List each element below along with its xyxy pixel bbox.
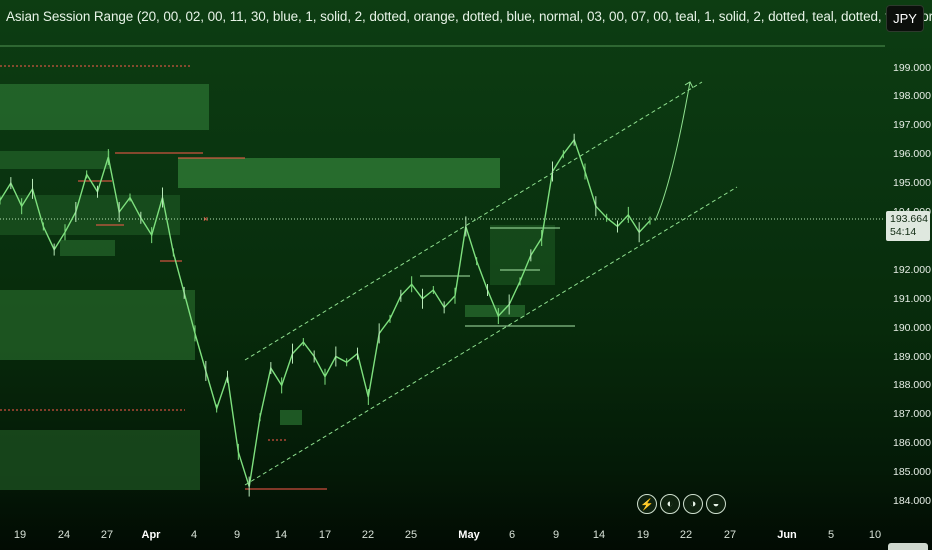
time-tick: 22 [361,529,375,541]
range-levels [0,45,885,490]
time-tick: 14 [274,529,288,541]
ascending-channel[interactable] [244,81,738,486]
channel-upper-line[interactable] [244,81,703,361]
session-range-zones [0,84,555,490]
time-tick: 27 [100,529,114,541]
time-tick: 27 [723,529,737,541]
time-tick: 25 [404,529,418,541]
time-tick: May [458,529,480,541]
time-tick: 24 [57,529,71,541]
price-tick: 199.000 [893,61,931,74]
time-tick: 9 [552,529,560,541]
last-price-value: 193.664 [890,213,928,225]
series-layer [0,81,694,497]
range-zone [0,84,209,130]
replay-icon[interactable]: ◐ [660,494,680,514]
time-tick: 9 [233,529,241,541]
price-tick: 190.000 [893,321,931,334]
range-zone [178,158,500,188]
watermark-logo [888,543,928,550]
price-tick: 191.000 [893,292,931,305]
price-tick: 187.000 [893,408,931,421]
time-tick: 4 [190,529,198,541]
price-chart[interactable]: × [0,0,885,520]
last-price-tag: 193.664 54:14 [886,211,930,241]
time-tick: 14 [592,529,606,541]
price-tick: 184.000 [893,495,931,507]
price-tick: 198.000 [893,90,931,103]
time-tick: 17 [318,529,332,541]
range-zone [0,151,110,169]
range-zone [0,290,195,360]
lightning-icon[interactable]: ⚡ [637,494,657,514]
time-tick: 19 [13,529,27,541]
chart-toolbar-icons: ⚡ ◐ ◑ ◒ [637,494,726,514]
time-tick: 10 [868,529,882,541]
time-tick: 22 [679,529,693,541]
time-axis[interactable]: 19 24 27 Apr 4 9 14 17 22 25 May 6 9 14 19 22 27 Jun 5 10 [0,520,932,550]
range-zone [0,430,200,490]
price-tick: 186.000 [893,437,931,450]
currency-button[interactable]: JPY [886,5,924,32]
price-line-marker: × [203,214,208,224]
price-tick: 196.000 [893,148,931,161]
price-axis[interactable]: 199.000198.000197.000196.000195.000194.0… [885,0,932,520]
range-zone [60,240,115,256]
time-tick: Jun [777,529,797,541]
time-tick: 6 [508,529,516,541]
time-tick: Apr [141,529,161,541]
projection-arrowhead [684,81,694,89]
time-tick: 5 [827,529,835,541]
range-zone [280,410,302,425]
earnings-icon[interactable]: ◒ [706,494,726,514]
projection-curve[interactable] [654,81,691,221]
time-tick: 19 [636,529,650,541]
price-tick: 188.000 [893,379,931,392]
price-tick: 192.000 [893,263,931,276]
range-zone [465,305,525,317]
price-tick: 197.000 [893,119,931,132]
price-tick: 185.000 [893,466,931,479]
price-tick: 189.000 [893,350,931,363]
indicator-title[interactable]: Asian Session Range (20, 00, 02, 00, 11,… [6,9,932,24]
dividend-icon[interactable]: ◑ [683,494,703,514]
bar-countdown: 54:14 [890,226,917,238]
channel-lower-line[interactable] [244,186,738,486]
range-zone [0,195,180,235]
price-tick: 195.000 [893,177,931,190]
